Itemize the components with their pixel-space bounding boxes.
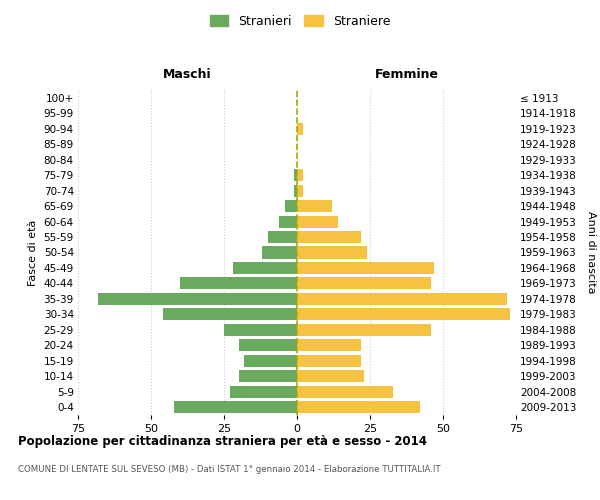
Bar xyxy=(297,262,434,274)
Text: Popolazione per cittadinanza straniera per età e sesso - 2014: Popolazione per cittadinanza straniera p… xyxy=(18,435,427,448)
Bar xyxy=(297,122,303,134)
Bar xyxy=(230,386,297,398)
Bar xyxy=(268,231,297,243)
Bar xyxy=(286,200,297,212)
Bar xyxy=(239,340,297,351)
Bar xyxy=(297,200,332,212)
Bar xyxy=(297,386,394,398)
Bar xyxy=(297,355,361,367)
Bar xyxy=(244,355,297,367)
Bar xyxy=(294,169,297,181)
Bar xyxy=(297,340,361,351)
Bar xyxy=(297,216,338,228)
Legend: Stranieri, Straniere: Stranieri, Straniere xyxy=(206,11,394,32)
Text: Femmine: Femmine xyxy=(374,68,439,80)
Y-axis label: Anni di nascita: Anni di nascita xyxy=(586,211,596,294)
Bar xyxy=(297,370,364,382)
Bar xyxy=(297,169,303,181)
Bar xyxy=(175,401,297,413)
Bar xyxy=(280,216,297,228)
Bar xyxy=(294,184,297,196)
Bar xyxy=(233,262,297,274)
Bar xyxy=(297,308,510,320)
Bar xyxy=(297,231,361,243)
Bar xyxy=(239,370,297,382)
Bar xyxy=(163,308,297,320)
Bar xyxy=(297,324,431,336)
Text: COMUNE DI LENTATE SUL SEVESO (MB) - Dati ISTAT 1° gennaio 2014 - Elaborazione TU: COMUNE DI LENTATE SUL SEVESO (MB) - Dati… xyxy=(18,465,440,474)
Bar xyxy=(262,246,297,258)
Bar xyxy=(297,246,367,258)
Bar xyxy=(297,278,431,289)
Bar xyxy=(297,401,419,413)
Bar xyxy=(180,278,297,289)
Bar xyxy=(224,324,297,336)
Text: Maschi: Maschi xyxy=(163,68,212,80)
Y-axis label: Fasce di età: Fasce di età xyxy=(28,220,38,286)
Bar xyxy=(297,293,507,305)
Bar xyxy=(297,184,303,196)
Bar xyxy=(98,293,297,305)
